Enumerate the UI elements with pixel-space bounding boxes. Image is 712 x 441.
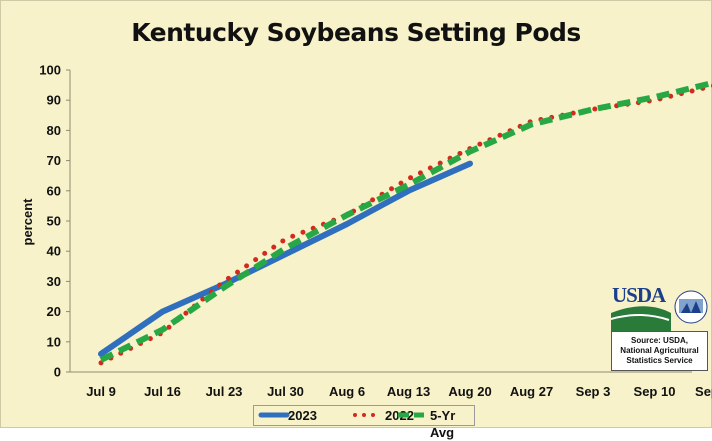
x-tick-label: Jul 16 bbox=[144, 384, 181, 399]
x-tick-label: Aug 20 bbox=[448, 384, 491, 399]
y-tick-label: 80 bbox=[47, 123, 61, 138]
chart-plot: 0 10 20 30 40 50 60 70 80 90 100 Jul 9 Jul 16 Jul 23 J… bbox=[0, 0, 712, 428]
y-tick-label: 90 bbox=[47, 93, 61, 108]
y-tick-label: 70 bbox=[47, 153, 61, 168]
x-tick-label: Aug 13 bbox=[387, 384, 430, 399]
x-tick-label: Sep 17 bbox=[695, 384, 712, 399]
y-tick-label: 0 bbox=[54, 365, 61, 380]
y-tick-label: 100 bbox=[39, 63, 61, 78]
source-note: Source: USDA, National Agricultural Stat… bbox=[611, 331, 708, 371]
x-tick-label: Aug 27 bbox=[510, 384, 553, 399]
x-tick-label: Sep 3 bbox=[576, 384, 611, 399]
x-tick-label: Jul 9 bbox=[86, 384, 116, 399]
y-tick-label: 30 bbox=[47, 274, 61, 289]
x-tick-label: Aug 6 bbox=[329, 384, 365, 399]
legend-swatch-2022 bbox=[352, 406, 382, 423]
y-tick-label: 60 bbox=[47, 183, 61, 198]
y-tick-label: 40 bbox=[47, 244, 61, 259]
x-tick-label: Jul 30 bbox=[267, 384, 304, 399]
y-axis-label: percent bbox=[20, 198, 35, 246]
x-tick-label: Sep 10 bbox=[634, 384, 676, 399]
y-tick-label: 10 bbox=[47, 334, 61, 349]
source-line-2: National Agricultural bbox=[612, 346, 707, 356]
legend: 202320225-Yr Avg bbox=[253, 405, 475, 426]
y-tick-label: 50 bbox=[47, 214, 61, 229]
legend-label-5-yr-avg: 5-Yr Avg bbox=[430, 407, 474, 424]
usda-wordmark: USDA bbox=[612, 283, 665, 308]
legend-label-2023: 2023 bbox=[288, 407, 317, 424]
legend-swatch-2023 bbox=[258, 406, 288, 423]
legend-swatch-5-yr-avg bbox=[395, 406, 425, 423]
source-line-3: Statistics Service bbox=[612, 356, 707, 366]
series-line-2023 bbox=[101, 164, 470, 354]
x-tick-label: Jul 23 bbox=[206, 384, 243, 399]
y-tick-label: 20 bbox=[47, 304, 61, 319]
source-line-1: Source: USDA, bbox=[612, 336, 707, 346]
